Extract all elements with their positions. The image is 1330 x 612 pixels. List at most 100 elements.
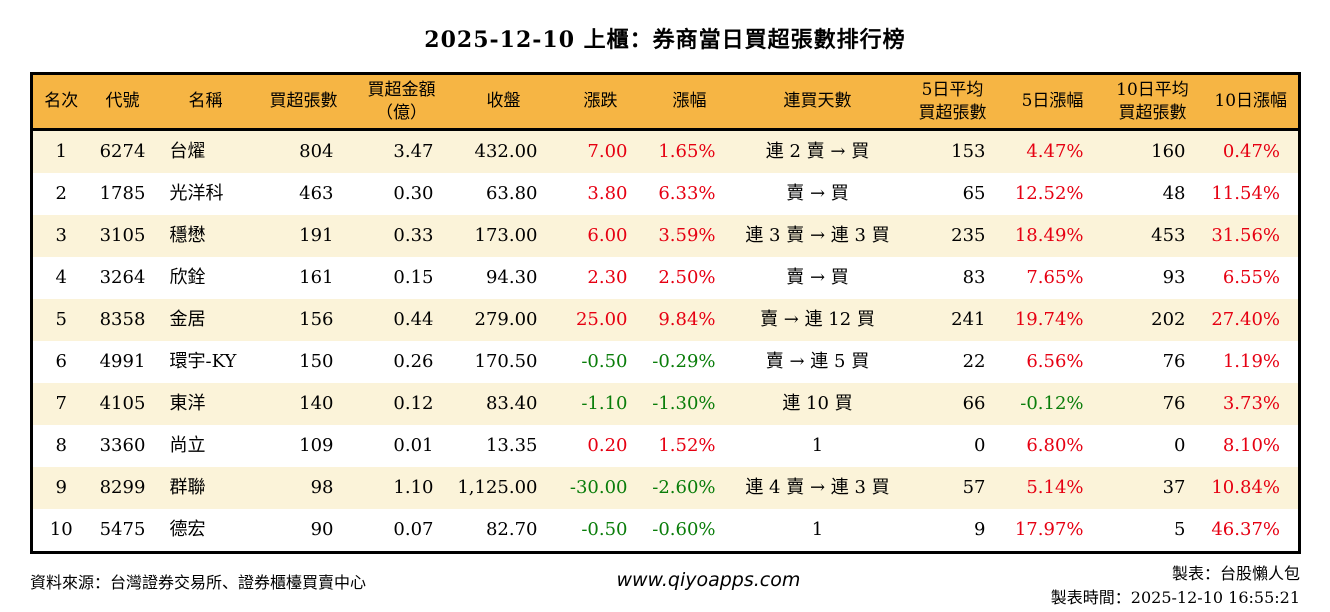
table-row: 10 5475 德宏 90 0.07 82.70 -0.50 -0.60% 1 9 17.97% 5 4… <box>31 509 1300 553</box>
table-row: 9 8299 群聯 98 1.10 1,125.00 -30.00 -2.60% 連 4 賣 →… <box>31 467 1300 509</box>
header-cell-net-buy-amount: 買超金額 （億） <box>351 73 452 131</box>
cell-name: 金居 <box>169 309 206 330</box>
cell-code: 8299 <box>99 477 146 498</box>
cell-close: 63.80 <box>485 183 538 204</box>
ranking-table-container: 名次 代號 名稱 買超張數 買超金額 （億） 收盤 漲跌 漲幅 連買天數 5日平均 買超張數 5日漲… <box>30 72 1301 554</box>
header-cell-pct5: 5日漲幅 <box>1003 73 1102 131</box>
data-source-note: 資料來源：台灣證券交易所、證券櫃檯買賣中心 <box>30 573 367 592</box>
cell-net-buy-amount: 0.01 <box>393 435 434 456</box>
cell-change: -1.10 <box>581 393 628 414</box>
cell-rank: 9 <box>55 477 67 498</box>
cell-change: 0.20 <box>587 435 628 456</box>
cell-avg10-net-buy: 76 <box>1162 351 1186 372</box>
cell-net-buy-volume: 804 <box>299 141 334 162</box>
cell-avg10-net-buy: 160 <box>1151 141 1186 162</box>
cell-avg5-net-buy: 0 <box>974 435 986 456</box>
cell-net-buy-volume: 98 <box>310 477 334 498</box>
cell-code: 3264 <box>99 267 146 288</box>
cell-pct10: 27.40% <box>1211 309 1280 330</box>
cell-change: -0.50 <box>581 351 628 372</box>
cell-code: 6274 <box>99 141 146 162</box>
cell-change-pct: 1.52% <box>658 435 716 456</box>
cell-pct10: 0.47% <box>1222 141 1280 162</box>
cell-net-buy-volume: 150 <box>299 351 334 372</box>
cell-code: 1785 <box>99 183 146 204</box>
header-cell-pct10: 10日漲幅 <box>1203 73 1300 131</box>
cell-net-buy-amount: 0.07 <box>393 519 434 540</box>
cell-name: 東洋 <box>169 393 206 414</box>
table-row: 2 1785 光洋科 463 0.30 63.80 3.80 6.33% 賣 → 買 65 12.5… <box>31 173 1300 215</box>
cell-close: 1,125.00 <box>457 477 538 498</box>
cell-buy-streak: 1 <box>811 519 824 540</box>
cell-avg5-net-buy: 66 <box>962 393 986 414</box>
cell-change-pct: 9.84% <box>658 309 716 330</box>
cell-buy-streak: 賣 → 買 <box>786 183 849 204</box>
cell-pct5: 18.49% <box>1014 225 1084 246</box>
ranking-table: 名次 代號 名稱 買超張數 買超金額 （億） 收盤 漲跌 漲幅 連買天數 5日平均 買超張數 5日漲… <box>30 72 1301 554</box>
footer: 資料來源：台灣證券交易所、證券櫃檯買賣中心 www.qiyoapps.com 製… <box>30 560 1300 610</box>
header-cell-avg10-net-buy: 10日平均 買超張數 <box>1101 73 1204 131</box>
cell-buy-streak: 連 2 賣 → 買 <box>765 141 870 162</box>
cell-close: 82.70 <box>485 519 538 540</box>
header-cell-code: 代號 <box>89 73 156 131</box>
cell-net-buy-volume: 109 <box>299 435 334 456</box>
cell-name: 群聯 <box>169 477 206 498</box>
header-cell-buy-streak: 連買天數 <box>733 73 902 131</box>
cell-pct5: 17.97% <box>1014 519 1084 540</box>
table-row: 7 4105 東洋 140 0.12 83.40 -1.10 -1.30% 連 10 買 66 -0… <box>31 383 1300 425</box>
header-cell-net-buy-volume: 買超張數 <box>255 73 352 131</box>
cell-buy-streak: 1 <box>811 435 824 456</box>
cell-net-buy-volume: 156 <box>299 309 334 330</box>
cell-pct5: 7.65% <box>1026 267 1084 288</box>
cell-net-buy-amount: 0.30 <box>393 183 434 204</box>
cell-change-pct: -2.60% <box>652 477 716 498</box>
cell-change-pct: -0.60% <box>652 519 716 540</box>
cell-rank: 5 <box>55 309 67 330</box>
cell-avg10-net-buy: 76 <box>1162 393 1186 414</box>
cell-name: 德宏 <box>169 519 206 540</box>
header-cell-avg5-net-buy: 5日平均 買超張數 <box>901 73 1004 131</box>
cell-net-buy-volume: 463 <box>299 183 334 204</box>
cell-pct10: 6.55% <box>1222 267 1280 288</box>
cell-avg5-net-buy: 65 <box>962 183 986 204</box>
cell-net-buy-amount: 0.15 <box>393 267 434 288</box>
cell-change-pct: -0.29% <box>652 351 716 372</box>
cell-net-buy-amount: 1.10 <box>393 477 434 498</box>
table-row: 4 3264 欣銓 161 0.15 94.30 2.30 2.50% 賣 → 買 83 7.65%… <box>31 257 1300 299</box>
website-label: www.qiyoapps.com <box>616 569 801 591</box>
cell-close: 173.00 <box>474 225 538 246</box>
cell-rank: 10 <box>49 519 73 540</box>
cell-rank: 2 <box>55 183 67 204</box>
cell-name: 穩懋 <box>169 225 206 246</box>
cell-avg10-net-buy: 48 <box>1162 183 1186 204</box>
cell-close: 94.30 <box>485 267 538 288</box>
cell-change: 7.00 <box>587 141 628 162</box>
cell-net-buy-volume: 161 <box>299 267 334 288</box>
cell-avg5-net-buy: 235 <box>951 225 986 246</box>
cell-close: 13.35 <box>485 435 538 456</box>
header-cell-change: 漲跌 <box>555 73 646 131</box>
cell-net-buy-amount: 0.33 <box>393 225 434 246</box>
cell-buy-streak: 賣 → 連 5 買 <box>765 351 870 372</box>
cell-code: 4105 <box>99 393 146 414</box>
cell-pct10: 46.37% <box>1211 519 1280 540</box>
cell-net-buy-amount: 0.26 <box>393 351 434 372</box>
cell-rank: 3 <box>55 225 67 246</box>
cell-net-buy-amount: 0.12 <box>393 393 434 414</box>
cell-change-pct: -1.30% <box>652 393 716 414</box>
cell-change-pct: 2.50% <box>658 267 716 288</box>
cell-pct10: 10.84% <box>1211 477 1280 498</box>
cell-code: 3105 <box>99 225 146 246</box>
cell-buy-streak: 連 4 賣 → 連 3 買 <box>745 477 890 498</box>
cell-rank: 8 <box>55 435 67 456</box>
cell-net-buy-volume: 140 <box>299 393 334 414</box>
cell-net-buy-volume: 191 <box>299 225 334 246</box>
cell-buy-streak: 賣 → 買 <box>786 267 849 288</box>
table-row: 5 8358 金居 156 0.44 279.00 25.00 9.84% 賣 → 連 12 買… <box>31 299 1300 341</box>
cell-code: 4991 <box>99 351 146 372</box>
cell-net-buy-amount: 3.47 <box>393 141 434 162</box>
cell-rank: 4 <box>55 267 67 288</box>
cell-avg10-net-buy: 5 <box>1174 519 1186 540</box>
cell-pct5: 6.56% <box>1026 351 1084 372</box>
cell-close: 279.00 <box>474 309 538 330</box>
